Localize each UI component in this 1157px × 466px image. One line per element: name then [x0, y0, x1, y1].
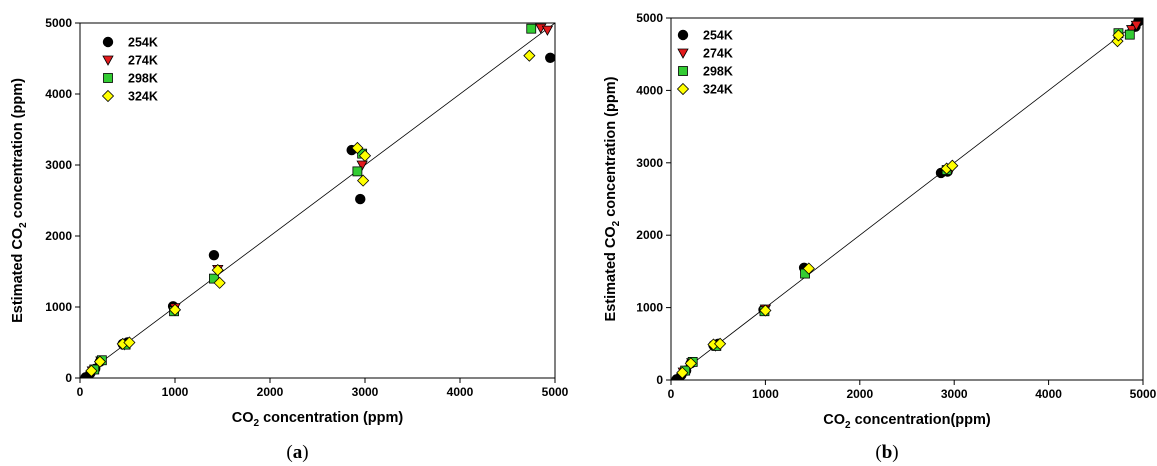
data-point-298K: [1124, 29, 1135, 40]
data-point-324K: [351, 141, 364, 155]
legend-marker-298K: [678, 66, 688, 76]
legend-label: 254K: [128, 36, 158, 50]
data-point-298K: [352, 166, 363, 177]
data-point-324K: [123, 336, 136, 349]
x-tick-label: 4000: [1035, 387, 1062, 401]
legend-marker-298K: [103, 73, 113, 83]
legend: 254K 274K 298K 324K: [101, 36, 158, 104]
x-tick-label: 3000: [941, 387, 968, 401]
x-tick-label: 4000: [447, 385, 474, 399]
y-tick-label: 4000: [636, 83, 663, 97]
data-point-324K: [85, 364, 98, 377]
x-tick-label: 5000: [1130, 387, 1157, 401]
x-axis-title: CO2 concentration (ppm): [232, 410, 404, 429]
legend-marker-254K: [677, 29, 689, 41]
data-point-324K: [211, 264, 224, 277]
data-point-324K: [93, 355, 107, 368]
x-tick-label: 2000: [257, 385, 284, 399]
data-point-254K: [545, 52, 555, 63]
y-tick-label: 2000: [45, 229, 72, 243]
y-tick-label: 3000: [636, 156, 663, 170]
y-tick-label: 4000: [45, 87, 72, 101]
data-point-324K: [684, 357, 697, 370]
data-point-274K: [1130, 20, 1143, 32]
legend-marker-274K: [677, 48, 689, 59]
plot-frame: [670, 17, 1144, 381]
y-tick-label: 2000: [636, 228, 663, 242]
data-point-274K: [541, 25, 554, 36]
panel-label: (a): [286, 442, 308, 463]
x-axis-title: CO2 concentration(ppm): [823, 412, 991, 431]
data-point-324K: [168, 303, 182, 316]
data-point-324K: [676, 366, 689, 379]
chart-panel-b: 0 1000 2000 3000 4000 5000 0 1000 2000 3000 4000 50…: [603, 11, 1157, 463]
data-point-324K: [358, 149, 372, 162]
legend-label: 298K: [703, 65, 733, 79]
legend-label: 324K: [703, 83, 733, 97]
legend-marker-254K: [102, 36, 114, 48]
data-point-324K: [714, 337, 727, 350]
y-tick-label: 5000: [45, 16, 72, 30]
data-point-254K: [355, 193, 366, 205]
panel-label: (b): [875, 442, 898, 463]
y-axis-title: Estimated CO2 concentration (ppm): [603, 76, 622, 321]
data-point-274K: [356, 160, 368, 171]
y-axis-title: Estimated CO2 concentration (ppm): [10, 78, 29, 323]
legend-label: 254K: [703, 29, 733, 43]
legend-label: 274K: [703, 47, 733, 61]
legend: 254K 274K 298K 324K: [676, 29, 733, 97]
y-tick-label: 0: [65, 371, 72, 385]
y-tick-label: 3000: [45, 158, 72, 172]
data-points: [671, 18, 1143, 380]
x-tick-label: 0: [668, 387, 675, 401]
y-tick-label: 5000: [636, 11, 663, 25]
data-point-324K: [946, 159, 959, 172]
legend-marker-274K: [102, 55, 114, 66]
data-point-254K: [208, 249, 220, 261]
legend-marker-324K: [676, 82, 690, 96]
data-point-298K: [526, 23, 537, 34]
data-point-324K: [759, 304, 772, 317]
data-point-324K: [523, 49, 536, 62]
x-tick-label: 5000: [542, 385, 569, 399]
y-tick-label: 1000: [45, 300, 72, 314]
x-tick-label: 0: [77, 385, 84, 399]
x-tick-label: 3000: [352, 385, 379, 399]
x-tick-label: 1000: [752, 387, 779, 401]
legend-label: 274K: [128, 54, 158, 68]
reference-line: [84, 23, 555, 375]
data-point-324K: [357, 174, 370, 187]
y-tick-label: 1000: [636, 301, 663, 315]
legend-marker-324K: [101, 89, 115, 103]
legend-label: 324K: [128, 90, 158, 104]
x-tick-label: 1000: [162, 385, 189, 399]
data-points: [80, 23, 555, 378]
x-tick-label: 2000: [846, 387, 873, 401]
data-point-324K: [1112, 29, 1125, 42]
data-point-324K: [213, 276, 226, 289]
data-point-324K: [802, 262, 815, 275]
y-tick-label: 0: [656, 373, 663, 387]
chart-panel-a: 0 1000 2000 3000 4000 5000 0 1000 2000 3000 4000 50…: [10, 16, 569, 463]
plot-frame: [79, 22, 556, 379]
legend-label: 298K: [128, 72, 158, 86]
reference-line: [675, 18, 1143, 377]
